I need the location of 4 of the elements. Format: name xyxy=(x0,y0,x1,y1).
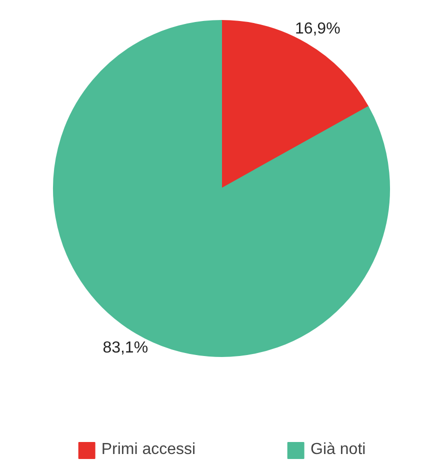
legend-label: Primi accessi xyxy=(101,441,196,459)
data-label: 16,9% xyxy=(294,20,340,38)
data-label: 83,1% xyxy=(102,339,148,356)
legend-label: Già noti xyxy=(310,441,366,459)
